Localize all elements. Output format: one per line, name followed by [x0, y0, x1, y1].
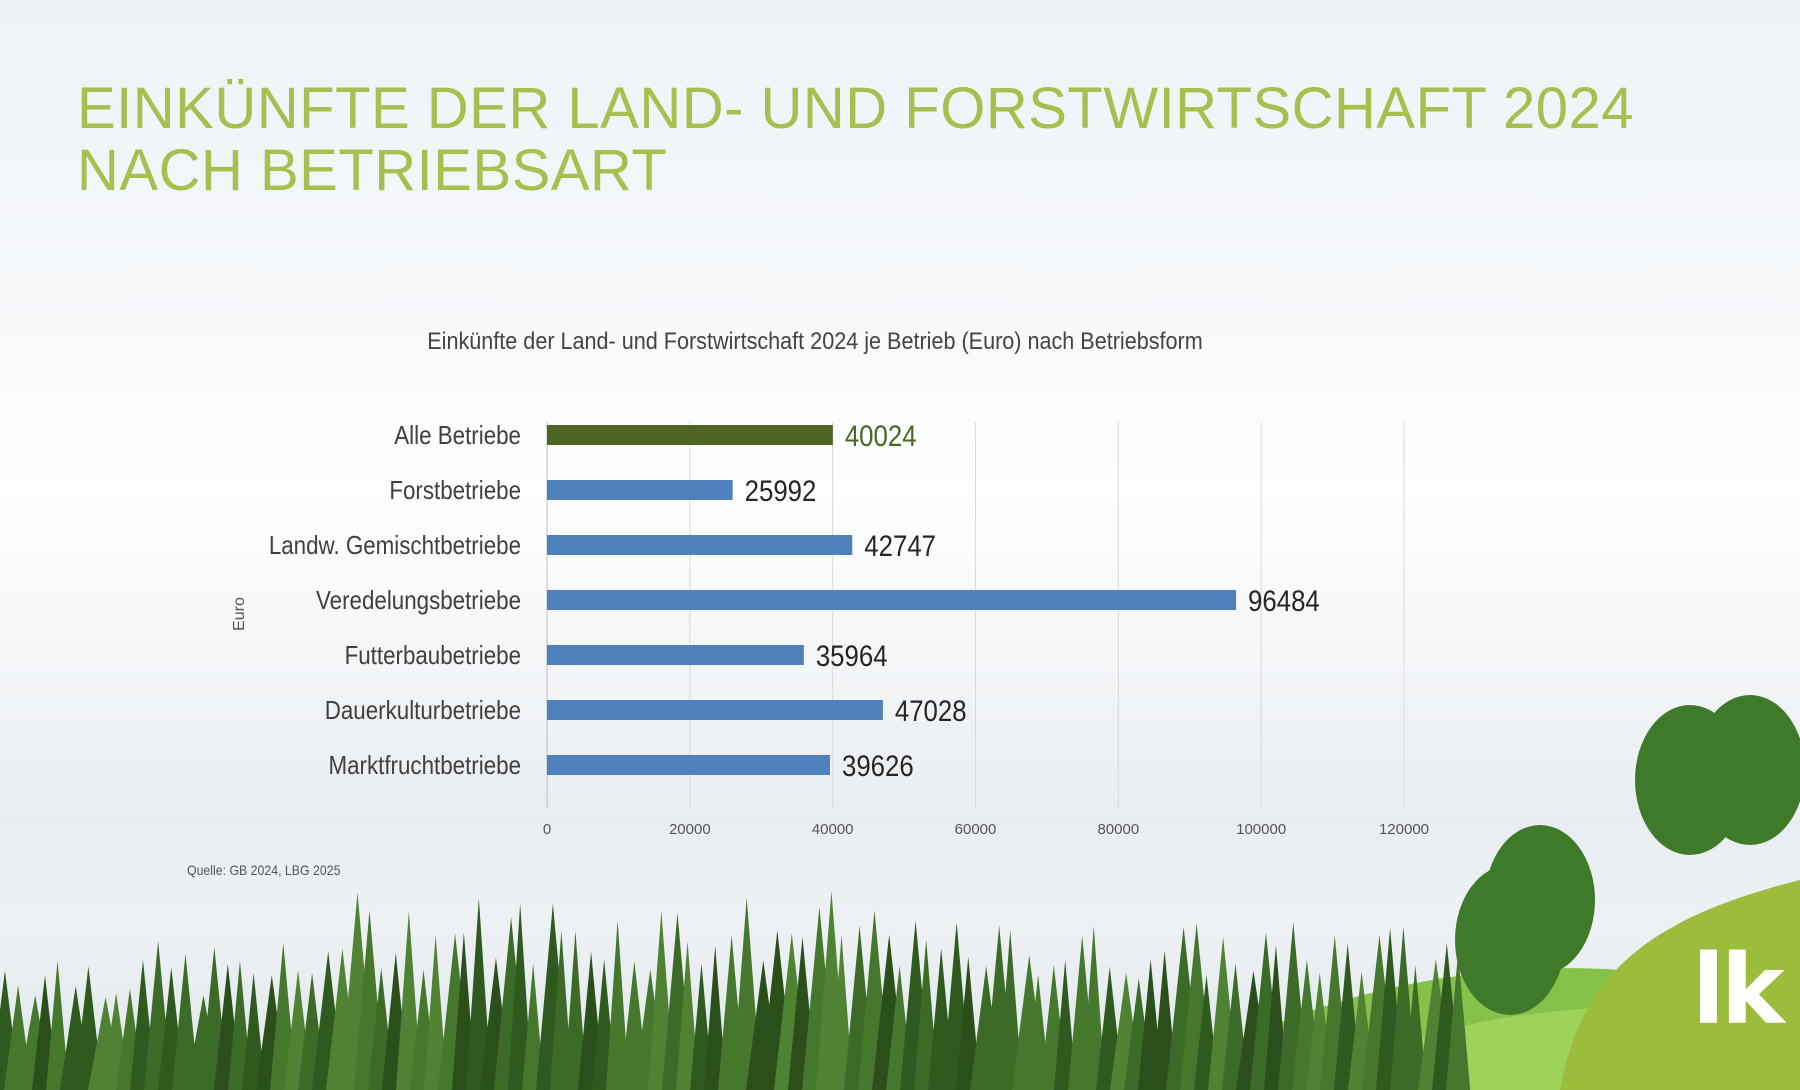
category-label: Marktfruchtbetriebe	[328, 751, 521, 780]
bar	[547, 755, 830, 775]
logo-corner	[1560, 880, 1800, 1090]
tree	[1082, 925, 1106, 1090]
x-tick-label: 60000	[955, 821, 997, 838]
lk-logo: lk	[1692, 934, 1785, 1046]
x-tick-label: 20000	[669, 821, 711, 838]
bar	[547, 700, 883, 720]
tree	[606, 920, 630, 1090]
tree	[1446, 952, 1471, 1090]
data-label: 39626	[842, 749, 914, 782]
tree	[564, 930, 587, 1090]
data-label: 35964	[816, 639, 888, 672]
tree	[172, 953, 199, 1090]
tree	[424, 934, 448, 1090]
category-label: Alle Betriebe	[394, 421, 521, 450]
tree	[1404, 965, 1427, 1090]
category-label: Dauerkulturbetriebe	[325, 696, 521, 725]
y-axis-title: Euro	[231, 597, 248, 631]
tree	[242, 972, 266, 1090]
x-tick-label: 100000	[1236, 821, 1286, 838]
source-note: Quelle: GB 2024, LBG 2025	[187, 862, 341, 878]
tree	[676, 941, 700, 1090]
chart-title: Einkünfte der Land- und Forstwirtschaft …	[427, 327, 1202, 354]
bars	[547, 425, 1237, 775]
tree	[704, 945, 727, 1090]
bar	[547, 535, 853, 555]
x-tick-label: 40000	[812, 821, 854, 838]
slide-title-line-1: EINKÜNFTE DER LAND- UND FORSTWIRTSCHAFT …	[77, 76, 1635, 141]
category-label: Veredelungsbetriebe	[316, 586, 521, 615]
category-label: Forstbetriebe	[389, 476, 521, 505]
x-tick-label: 0	[543, 821, 551, 838]
category-label: Landw. Gemischtbetriebe	[269, 531, 521, 560]
bar	[547, 480, 733, 500]
data-label: 25992	[745, 474, 817, 507]
tree	[1054, 960, 1077, 1090]
tree	[522, 963, 545, 1090]
tree	[1695, 695, 1800, 845]
tree	[998, 930, 1023, 1090]
data-label: 47028	[895, 694, 967, 727]
data-label: 40024	[845, 419, 917, 452]
bar	[547, 425, 833, 445]
tree	[466, 898, 492, 1090]
tree	[830, 934, 854, 1090]
slide-title-line-2: NACH BETRIEBSART	[77, 138, 668, 203]
category-labels: Alle Betriebe Forstbetriebe Landw. Gemisch…	[269, 421, 521, 780]
category-label: Futterbaubetriebe	[345, 641, 521, 670]
x-tick-label: 80000	[1097, 821, 1139, 838]
tree	[1455, 865, 1565, 1015]
data-label: 42747	[864, 529, 936, 562]
bar	[547, 590, 1237, 610]
data-label: 96484	[1248, 584, 1320, 617]
tree-line	[0, 695, 1800, 1090]
x-axis-ticks: 0 20000 40000 60000 80000 100000 120000	[543, 821, 1429, 838]
slide-title: EINKÜNFTE DER LAND- UND FORSTWIRTSCHAFT …	[77, 78, 1634, 202]
bar	[547, 645, 804, 665]
x-tick-label: 120000	[1379, 821, 1429, 838]
tree	[46, 960, 70, 1090]
